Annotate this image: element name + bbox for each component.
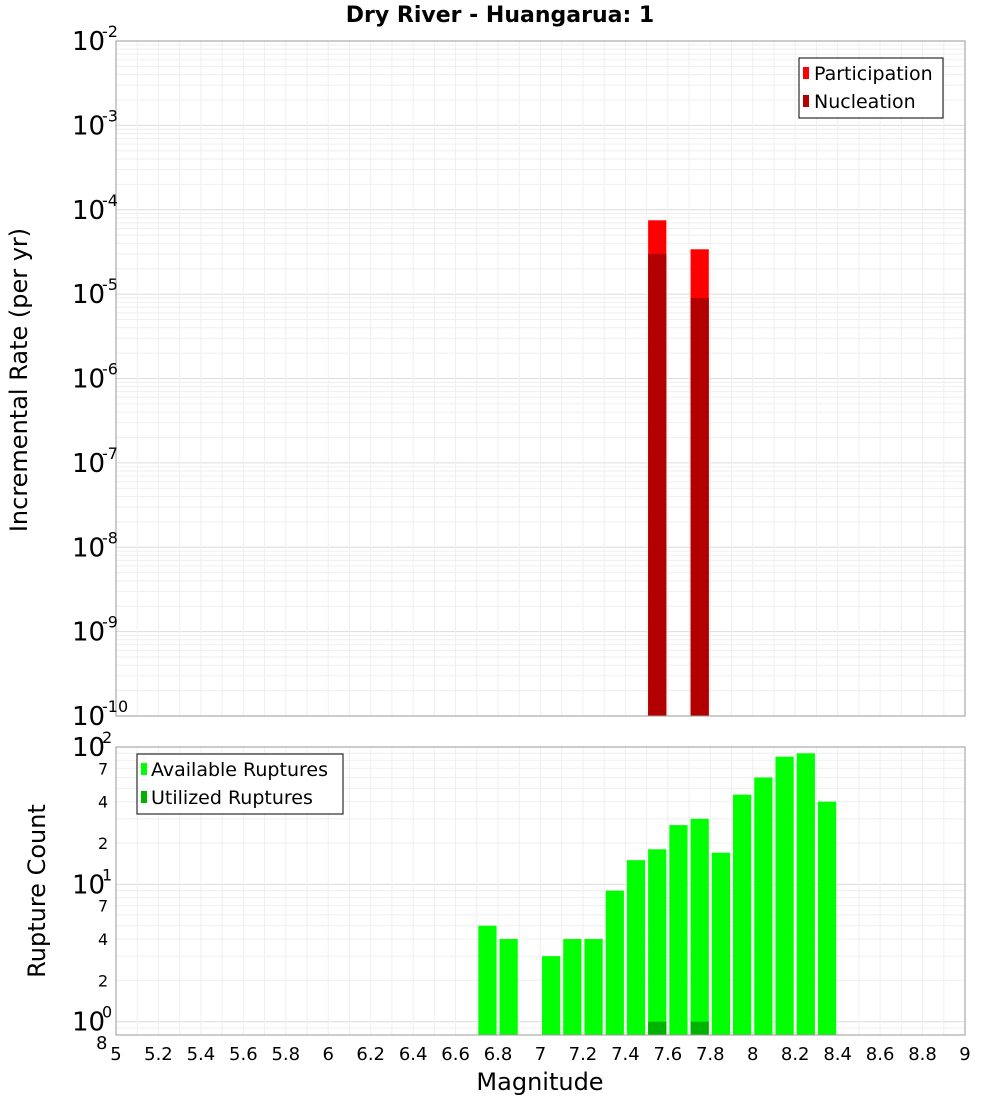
bar-available-ruptures <box>499 939 518 1035</box>
x-axis-label: Magnitude <box>476 1068 603 1096</box>
top-y-tick-exponent: -8 <box>102 528 118 547</box>
bar-available-ruptures <box>733 794 752 1035</box>
x-tick-label: 8.8 <box>908 1044 937 1065</box>
bottom-legend: Available Ruptures Utilized Ruptures <box>136 753 344 815</box>
top-legend-box <box>798 57 944 119</box>
bar-available-ruptures <box>796 753 815 1035</box>
bar-available-ruptures <box>563 939 582 1035</box>
x-tick-label: 6.6 <box>441 1044 470 1065</box>
x-tick-label: 9 <box>959 1044 970 1065</box>
legend-swatch-nucleation <box>803 95 809 107</box>
legend-swatch-participation <box>803 67 809 79</box>
bottom-y-minor-label: 4 <box>98 930 108 949</box>
x-tick-label: 5.8 <box>271 1044 300 1065</box>
top-y-tick-exponent: -10 <box>102 697 128 716</box>
bar-utilized-ruptures <box>648 1021 667 1035</box>
x-tick-label: 5.4 <box>187 1044 216 1065</box>
bottom-y-minor-label: 7 <box>98 897 108 916</box>
top-legend: Participation Nucleation <box>798 57 944 119</box>
x-tick-label: 7.6 <box>654 1044 683 1065</box>
top-y-axis-label: Incremental Rate (per yr) <box>5 228 33 532</box>
bottom-bars <box>478 753 837 1035</box>
top-y-tick-label: 10 <box>72 196 105 226</box>
x-tick-label: 7 <box>535 1044 546 1065</box>
top-y-tick-label: 10 <box>72 449 105 479</box>
top-y-tick-label: 10 <box>72 365 105 395</box>
x-tick-label: 5 <box>110 1044 121 1065</box>
top-y-tick-label: 10 <box>72 111 105 141</box>
top-y-tick-label: 10 <box>72 618 105 648</box>
x-tick-label: 5.6 <box>229 1044 258 1065</box>
legend-label-nucleation: Nucleation <box>814 91 916 113</box>
bar-utilized-ruptures <box>690 1021 709 1035</box>
top-y-tick-label: 10 <box>72 533 105 563</box>
x-tick-label: 7.2 <box>569 1044 598 1065</box>
top-plot-frame <box>115 40 966 717</box>
x-tick-label: 6.8 <box>484 1044 513 1065</box>
bottom-y-tick-exponent: 1 <box>102 865 112 884</box>
legend-swatch-utilized <box>141 791 147 803</box>
x-tick-label: 7.4 <box>611 1044 640 1065</box>
bottom-plot-frame <box>115 746 966 1036</box>
bar-available-ruptures <box>775 756 794 1035</box>
x-tick-label: 8.6 <box>866 1044 895 1065</box>
top-y-tick-label: 10 <box>72 702 105 732</box>
top-y-tick-exponent: -5 <box>102 275 118 294</box>
top-y-tick-label: 10 <box>72 280 105 310</box>
bottom-y-axis-label: Rupture Count <box>23 804 51 978</box>
bar-available-ruptures <box>478 925 497 1035</box>
top-gridlines <box>115 41 966 717</box>
top-y-tick-label: 10 <box>72 27 105 57</box>
bar-nucleation <box>648 253 667 716</box>
bottom-y-tick-label: 10 <box>72 1008 105 1038</box>
bottom-y-minor-label: 4 <box>98 793 108 812</box>
x-tick-label: 6.2 <box>356 1044 385 1065</box>
bar-nucleation <box>690 297 709 716</box>
bottom-y-minor-label: 2 <box>98 971 108 990</box>
legend-label-available: Available Ruptures <box>151 759 328 781</box>
bottom-y-tick-exponent: 2 <box>102 728 112 747</box>
top-y-tick-exponent: -2 <box>102 22 118 41</box>
legend-label-utilized: Utilized Ruptures <box>151 787 313 809</box>
legend-label-participation: Participation <box>814 63 933 85</box>
bottom-y-minor-label: 8 <box>96 1033 107 1054</box>
bottom-x-ticks: 5 5.2 5.4 5.6 5.8 6 6.2 6.4 6.6 6.8 7 7.2 7.4 7.6 7.8 8… <box>110 1044 970 1065</box>
bottom-y-tick-exponent: 0 <box>102 1003 112 1022</box>
bar-available-ruptures <box>754 777 773 1035</box>
x-tick-label: 8.2 <box>781 1044 810 1065</box>
top-bars <box>648 220 709 717</box>
bar-available-ruptures <box>648 849 667 1035</box>
bar-available-ruptures <box>669 825 688 1035</box>
bar-available-ruptures <box>542 956 561 1035</box>
bottom-y-minor-label: 2 <box>98 834 108 853</box>
x-tick-label: 5.2 <box>144 1044 173 1065</box>
bar-available-ruptures <box>690 818 709 1035</box>
bar-available-ruptures <box>605 890 624 1035</box>
top-y-tick-exponent: -4 <box>102 191 118 210</box>
bar-available-ruptures <box>584 939 603 1035</box>
bottom-y-tick-label: 10 <box>72 870 105 900</box>
x-tick-label: 8 <box>747 1044 758 1065</box>
top-y-tick-exponent: -6 <box>102 360 118 379</box>
x-tick-label: 6 <box>323 1044 334 1065</box>
bottom-y-minor-label: 7 <box>98 759 108 778</box>
x-tick-label: 6.4 <box>399 1044 428 1065</box>
bottom-legend-box <box>136 753 344 815</box>
x-tick-label: 8.4 <box>823 1044 852 1065</box>
bar-available-ruptures <box>817 801 837 1035</box>
x-tick-label: 7.8 <box>696 1044 725 1065</box>
bottom-y-tick-label: 10 <box>72 733 105 763</box>
top-y-tick-exponent: -3 <box>102 106 118 125</box>
bar-available-ruptures <box>711 852 731 1035</box>
top-y-tick-exponent: -7 <box>102 444 118 463</box>
top-y-tick-exponent: -9 <box>102 613 118 632</box>
chart-title: Dry River - Huangarua: 1 <box>346 3 654 28</box>
bar-available-ruptures <box>626 860 646 1035</box>
legend-swatch-available <box>141 763 147 775</box>
